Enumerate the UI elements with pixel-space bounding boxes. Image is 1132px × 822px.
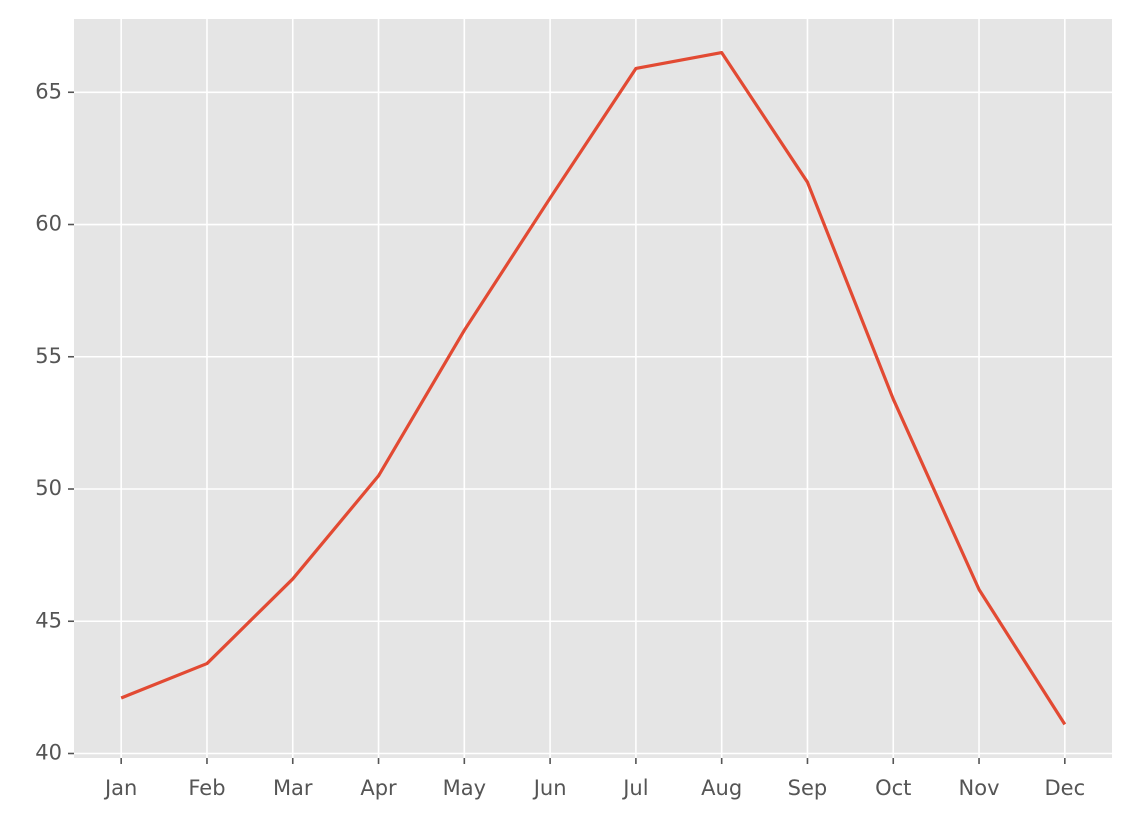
y-tick-label: 50: [35, 476, 62, 500]
x-tick-label: Nov: [959, 776, 1000, 800]
x-tick-label: Jan: [103, 776, 137, 800]
x-tick-label: Dec: [1044, 776, 1085, 800]
plot-area: [74, 19, 1112, 758]
x-tick-label: Apr: [360, 776, 397, 800]
x-tick-label: Jul: [621, 776, 648, 800]
x-tick-label: Feb: [188, 776, 225, 800]
y-tick-label: 65: [35, 79, 62, 103]
y-tick-label: 55: [35, 344, 62, 368]
x-tick-label: Aug: [701, 776, 742, 800]
x-tick-label: May: [443, 776, 486, 800]
y-tick-label: 40: [35, 741, 62, 765]
x-tick-label: Mar: [273, 776, 313, 800]
x-tick-label: Jun: [532, 776, 567, 800]
data-line: [120, 50, 1067, 726]
x-tick-label: Sep: [788, 776, 828, 800]
x-tick-label: Oct: [875, 776, 911, 800]
y-tick-label: 45: [35, 608, 62, 632]
y-tick-label: 60: [35, 212, 62, 236]
